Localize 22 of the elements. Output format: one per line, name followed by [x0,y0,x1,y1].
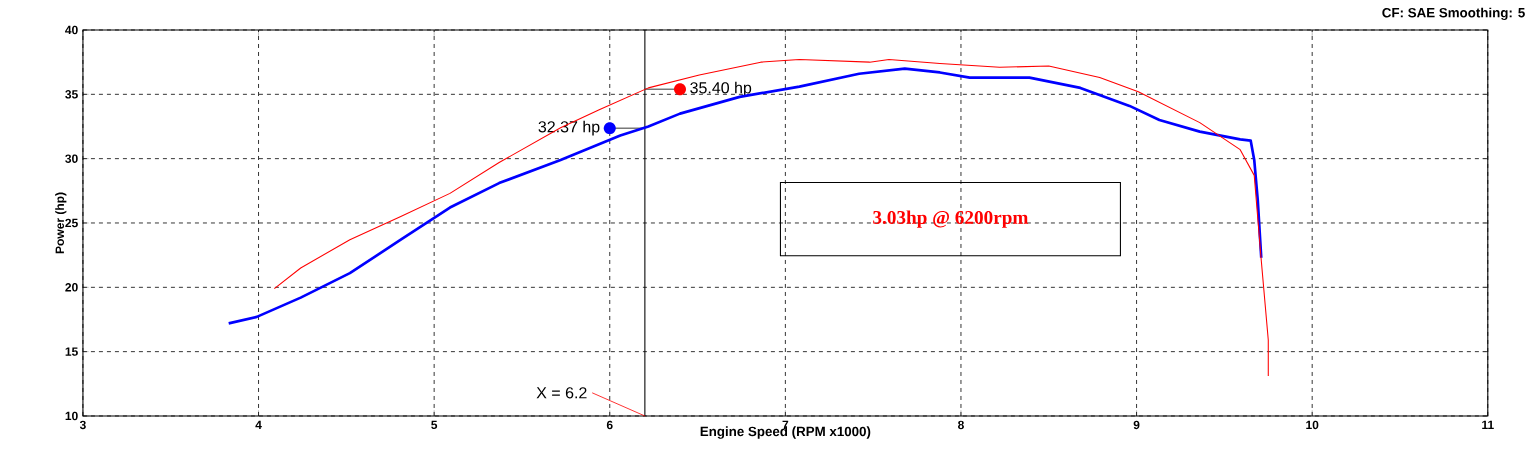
x-tick-label: 8 [958,420,964,430]
y-tick-label: 30 [65,154,78,163]
ref-line-label: X = 6.2 [536,387,587,399]
y-tick-label: 15 [65,347,78,356]
x-tick-label: 11 [1482,420,1494,429]
x-tick-label: 9 [1133,420,1140,430]
y-axis-title: Power (hp) [55,192,67,254]
annotation: 3.03hp @ 6200rpm [873,210,1029,228]
y-tick-label: 25 [65,218,78,228]
y-tick-label: 40 [65,25,78,35]
x-tick-label: 10 [1306,420,1319,430]
x-tick-label: 3 [79,420,86,430]
text: CF: SAE Smoothing: 5 [1382,7,1525,21]
y-tick-label: 20 [65,283,78,292]
x-tick-label: 4 [255,420,262,429]
y-tick-label: 35 [65,90,78,99]
y-tick-label: 10 [65,411,78,421]
line-series [273,59,1269,377]
annotation: 35.40 hp [690,81,752,97]
x-tick-label: 5 [431,420,438,430]
x-tick-label: 6 [606,420,613,430]
line-series [227,67,1263,325]
